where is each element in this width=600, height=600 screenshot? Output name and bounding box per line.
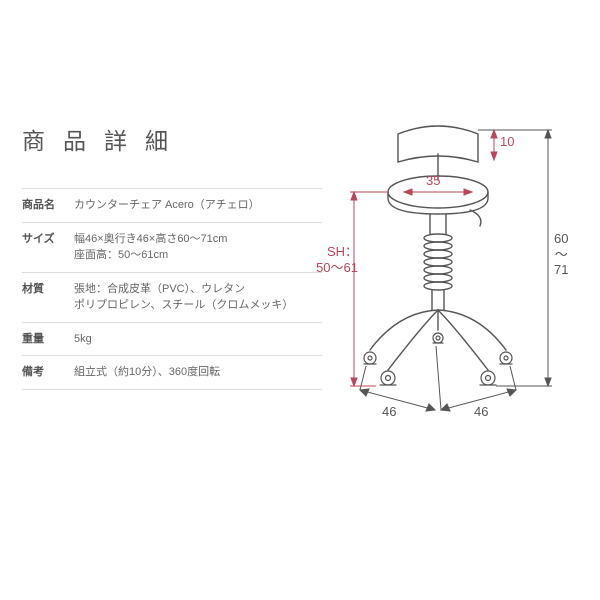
spec-row: 商品名 カウンターチェア Acero（アチェロ） [22,188,322,222]
dim-base-depth: 46 [382,404,396,420]
spec-label: サイズ [22,231,74,264]
spec-row: 重量 5kg [22,322,322,356]
spec-row: 備考 組立式（約10分）、360度回転 [22,355,322,390]
dim-back-height: 10 [500,134,514,150]
spec-value: 5kg [74,331,322,348]
spec-table: 商品名 カウンターチェア Acero（アチェロ） サイズ 幅46×奥行き46×高… [22,188,322,390]
spec-value: 組立式（約10分）、360度回転 [74,364,322,381]
spec-row: 材質 張地：合成皮革（PVC）、ウレタンポリプロピレン、スチール（クロムメッキ） [22,272,322,322]
spec-value: カウンターチェア Acero（アチェロ） [74,197,322,214]
chair-diagram: 10 35 SH：50～61 60～71 46 46 [326,116,580,426]
spec-label: 備考 [22,364,74,381]
spec-value: 幅46×奥行き46×高さ60～71cm座面高：50～61cm [74,231,322,264]
dim-total-height: 60～71 [554,231,568,278]
spec-value: 張地：合成皮革（PVC）、ウレタンポリプロピレン、スチール（クロムメッキ） [74,281,322,314]
dim-seat-height: SH：50～61 [298,244,358,275]
dim-base-width: 46 [474,404,488,420]
page-title: 商品詳細 [22,122,186,156]
dim-seat-width: 35 [426,173,440,189]
spec-row: サイズ 幅46×奥行き46×高さ60～71cm座面高：50～61cm [22,222,322,272]
spec-label: 重量 [22,331,74,348]
spec-label: 材質 [22,281,74,314]
spec-label: 商品名 [22,197,74,214]
